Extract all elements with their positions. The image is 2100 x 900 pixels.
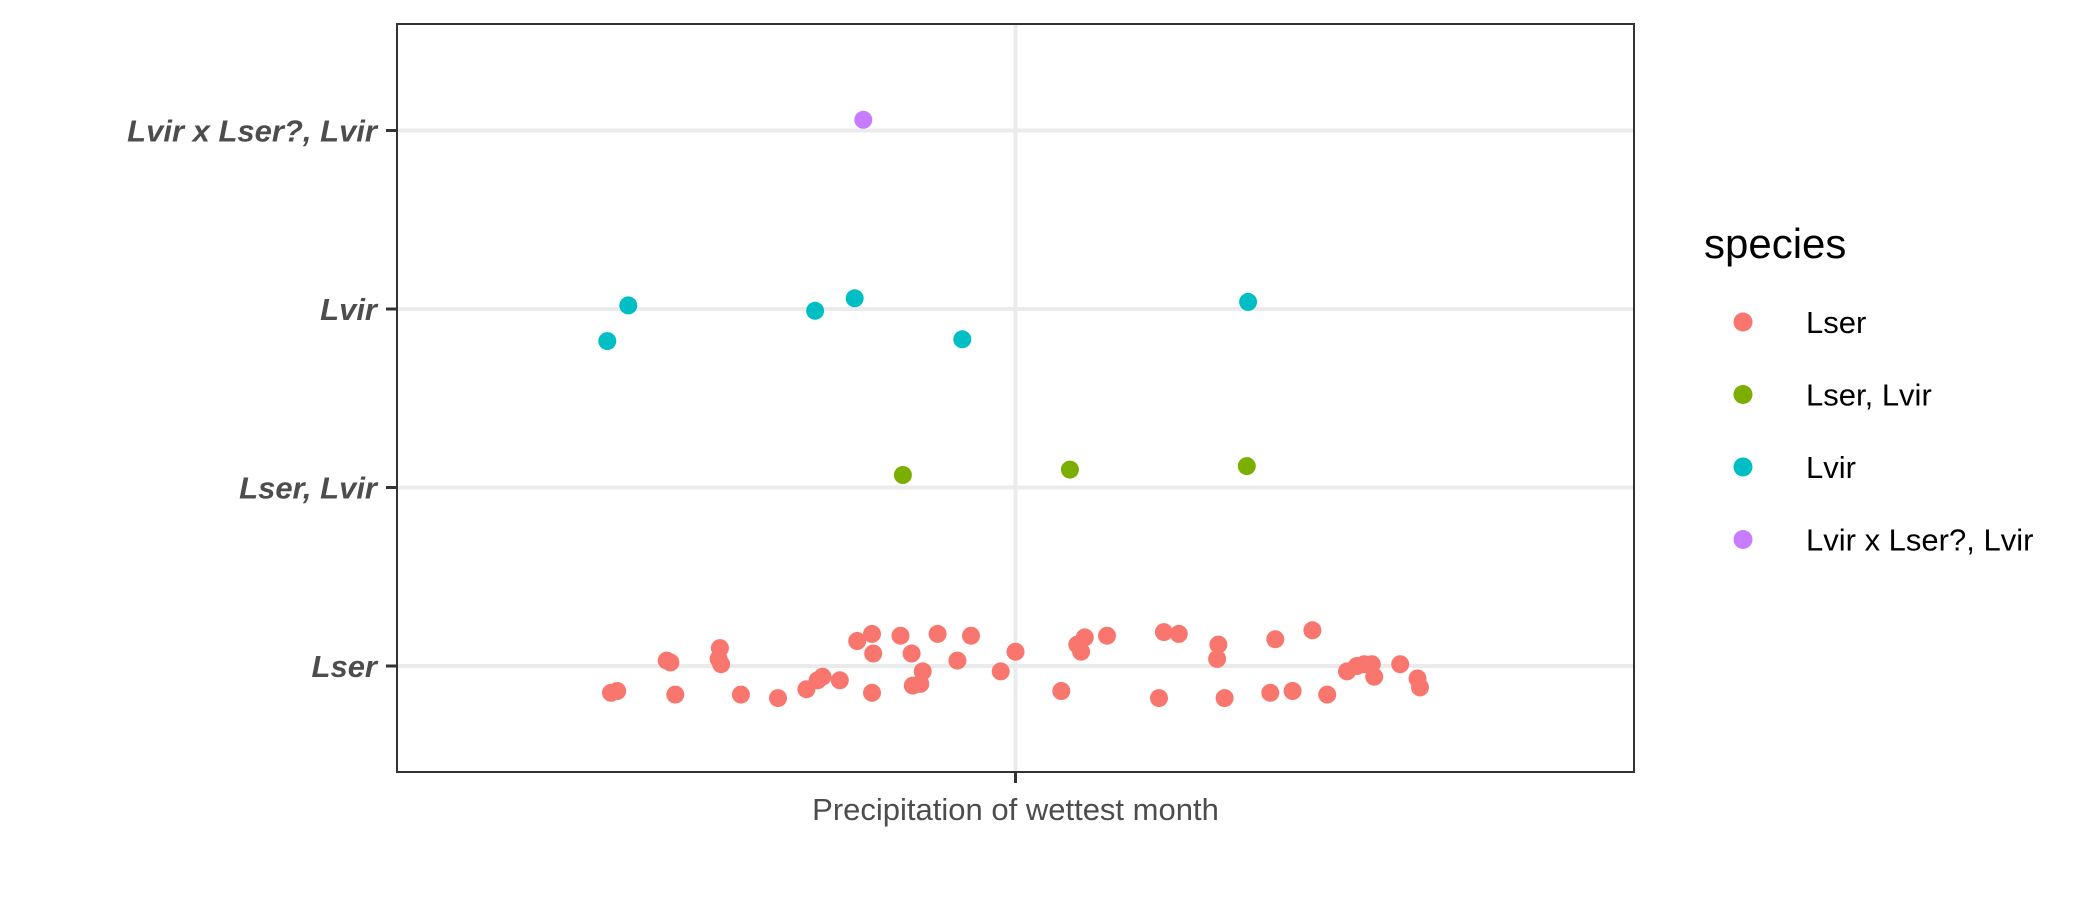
data-point — [1154, 623, 1173, 642]
data-point — [1209, 635, 1228, 654]
data-point — [1391, 655, 1410, 674]
data-point — [902, 644, 921, 663]
data-point — [731, 685, 750, 704]
legend-label: Lser — [1806, 305, 1866, 340]
legend: species Lser Lser, Lvir Lvir Lvir x Lser?, … — [1704, 220, 2033, 558]
data-point — [619, 296, 638, 315]
data-point — [1169, 624, 1188, 643]
data-point — [845, 289, 864, 308]
data-point — [1075, 628, 1094, 647]
legend-label: Lvir x Lser?, Lvir — [1806, 523, 2033, 558]
data-point — [830, 671, 849, 690]
legend-key — [1733, 312, 1753, 332]
data-point — [1150, 689, 1168, 708]
data-point — [661, 653, 680, 672]
y-tick-label: Lser, Lvir — [239, 471, 379, 506]
data-point — [806, 301, 825, 320]
data-point — [854, 110, 873, 129]
y-tick-label: Lvir x Lser?, Lvir — [127, 114, 379, 149]
data-point — [1098, 626, 1116, 645]
data-point — [863, 683, 881, 702]
data-point — [913, 662, 932, 681]
data-point — [712, 655, 731, 674]
data-point — [769, 689, 787, 708]
y-tick-label: Lser — [312, 649, 379, 684]
legend-title: species — [1704, 220, 1846, 267]
data-point — [1365, 667, 1384, 686]
data-point — [1060, 460, 1079, 479]
data-point — [1052, 682, 1071, 700]
data-point — [1303, 621, 1322, 640]
data-point — [962, 626, 980, 645]
y-axis: Lser Lser, Lvir Lvir Lvir x Lser?, Lvir — [127, 114, 397, 684]
data-point — [1072, 642, 1091, 661]
data-points — [598, 110, 1429, 708]
data-point — [928, 624, 947, 643]
data-point — [953, 330, 972, 349]
data-point — [1283, 682, 1302, 700]
data-point — [864, 644, 883, 663]
data-point — [1411, 678, 1429, 697]
data-point — [1006, 642, 1025, 661]
data-point — [848, 632, 867, 650]
data-point — [608, 682, 627, 700]
data-point — [1239, 292, 1258, 311]
legend-key — [1733, 385, 1753, 404]
data-point — [1208, 649, 1227, 668]
data-point — [1237, 457, 1256, 476]
legend-key — [1733, 530, 1753, 549]
legend-label: Lser, Lvir — [1806, 378, 1932, 413]
legend-label: Lvir — [1806, 450, 1856, 485]
data-point — [893, 466, 912, 484]
data-point — [710, 639, 729, 658]
data-point — [891, 626, 910, 645]
x-tick-label: Precipitation of wettest month — [812, 792, 1219, 827]
x-axis: Precipitation of wettest month — [812, 772, 1219, 827]
grid-lines — [397, 24, 1634, 772]
data-point — [948, 651, 967, 670]
y-tick-label: Lvir — [320, 292, 379, 327]
legend-key — [1733, 457, 1753, 477]
data-point — [1266, 630, 1285, 649]
data-point — [813, 667, 832, 686]
data-point — [1261, 683, 1280, 702]
data-point — [1318, 685, 1337, 704]
data-point — [991, 662, 1010, 681]
data-point — [1215, 689, 1234, 708]
data-point — [666, 685, 685, 704]
data-point — [598, 332, 617, 351]
data-point — [863, 624, 881, 643]
